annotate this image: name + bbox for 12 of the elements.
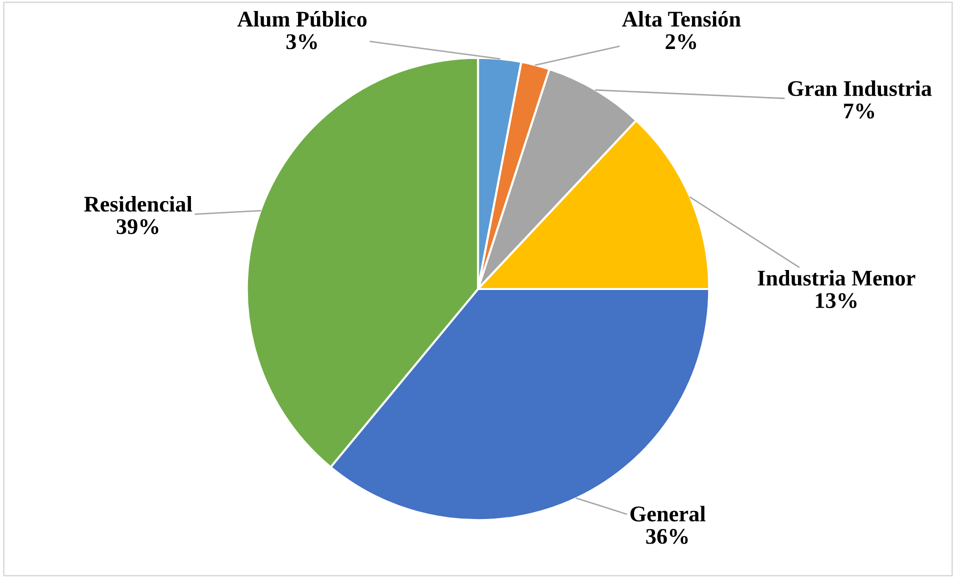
slice-label: Industria Menor bbox=[758, 270, 916, 286]
data-label: 13% bbox=[816, 293, 856, 308]
slice-label: General bbox=[630, 506, 706, 522]
data-label: 39% bbox=[116, 219, 158, 234]
slice-label: Alta Tensión bbox=[622, 11, 741, 27]
data-label: 7% bbox=[844, 104, 874, 119]
data-label: 3% bbox=[286, 34, 317, 50]
slice-label: Alum Público bbox=[237, 11, 367, 27]
data-label: 36% bbox=[646, 528, 688, 544]
slice-label: Residencial bbox=[84, 196, 192, 212]
slice-label: Gran Industria bbox=[788, 80, 932, 96]
data-label: 2% bbox=[666, 34, 696, 50]
